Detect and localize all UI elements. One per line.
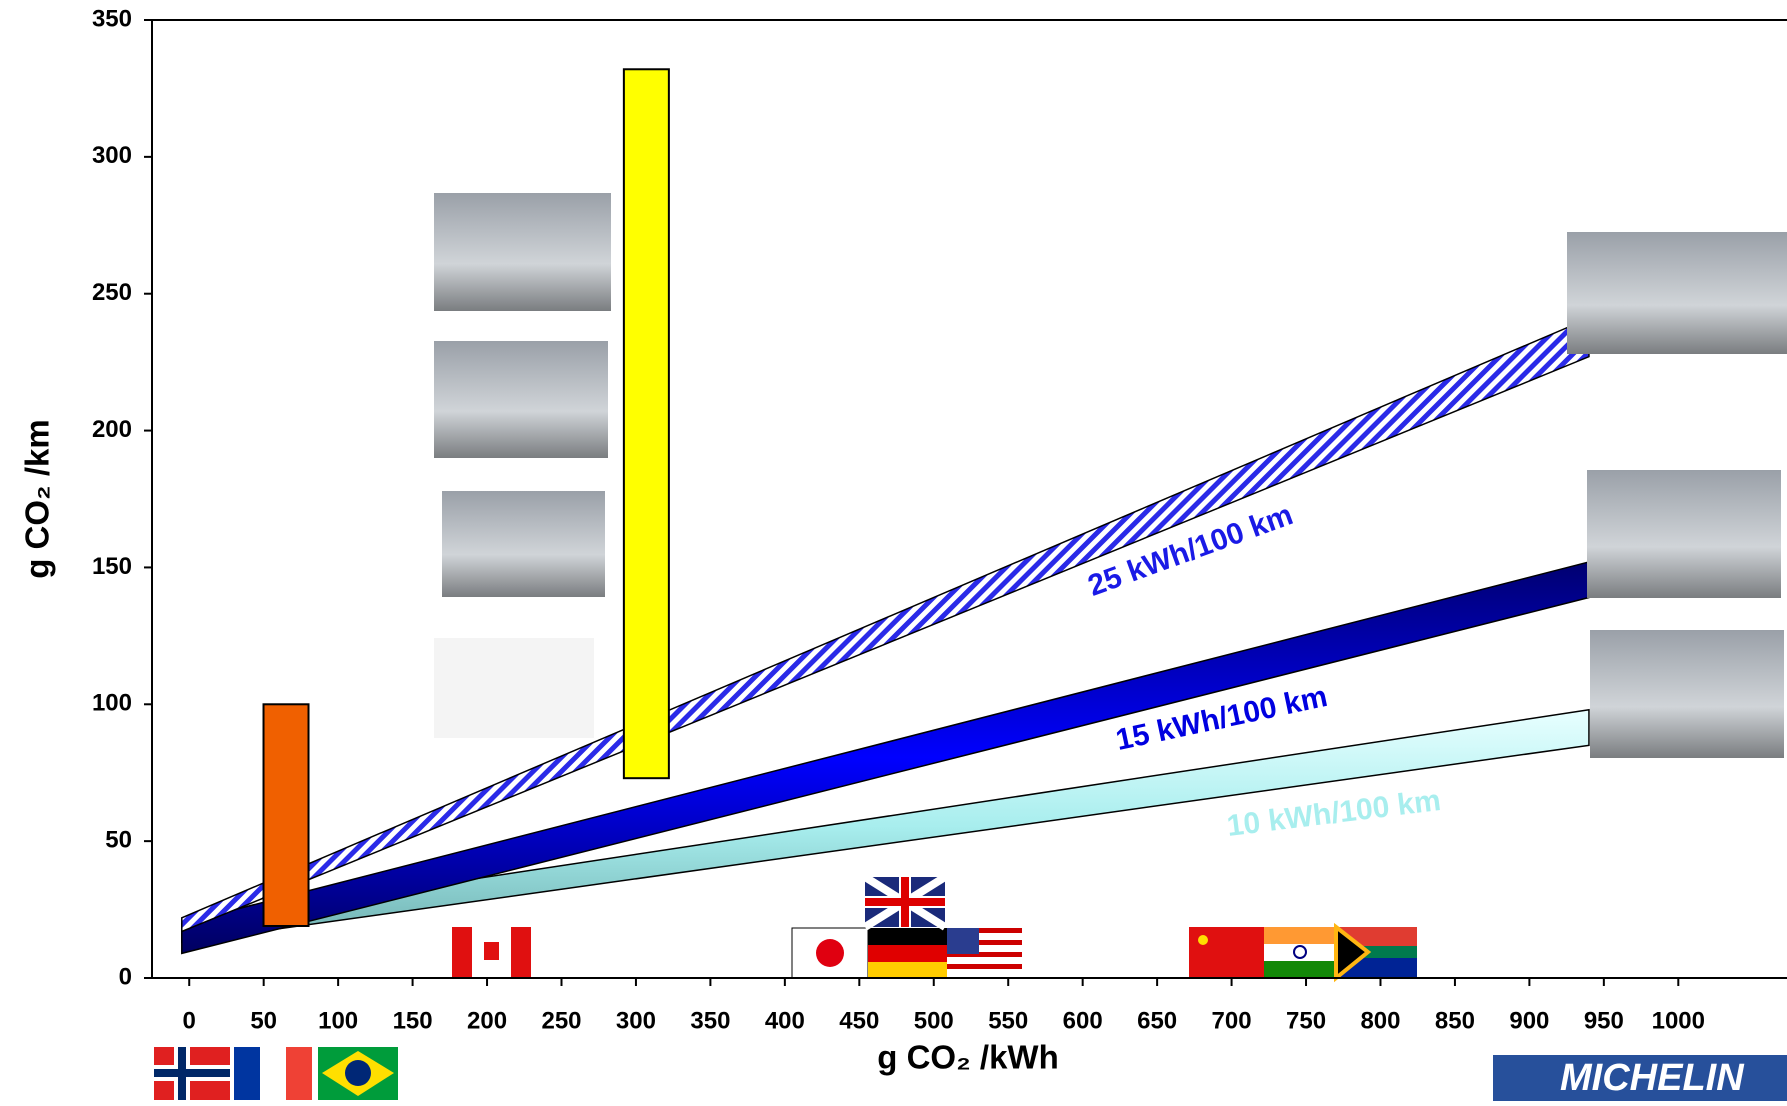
- x-tick-label: 100: [318, 1007, 358, 1034]
- car-photo: [442, 491, 605, 597]
- x-tick-label: 650: [1137, 1007, 1177, 1034]
- x-tick-label: 850: [1435, 1007, 1475, 1034]
- flag-uk: [862, 873, 948, 931]
- x-tick-label: 800: [1360, 1007, 1400, 1034]
- flag-canada: [452, 927, 531, 978]
- range-bar: [262, 703, 310, 927]
- x-tick-label: 300: [616, 1007, 656, 1034]
- car-photo: [434, 193, 611, 311]
- x-tick-label: 600: [1063, 1007, 1103, 1034]
- y-tick-label: 150: [92, 553, 132, 580]
- y-tick-label: 200: [92, 416, 132, 443]
- y-tick-label: 300: [92, 142, 132, 169]
- logo: MICHELIN: [1493, 1055, 1787, 1101]
- car-photo: [1590, 630, 1784, 758]
- x-tick-label: 0: [183, 1007, 196, 1034]
- y-tick-label: 50: [105, 826, 132, 853]
- car-photos: [1567, 232, 1787, 758]
- y-tick-label: 350: [92, 5, 132, 32]
- band: [181, 317, 1590, 933]
- car-photo: [1587, 470, 1781, 598]
- x-tick-label: 450: [839, 1007, 879, 1034]
- x-tick-label: 700: [1212, 1007, 1252, 1034]
- y-tick-label: 0: [119, 963, 132, 990]
- x-tick-label: 1000: [1652, 1007, 1705, 1034]
- flag-china: [1189, 927, 1264, 978]
- range-bar: [622, 68, 670, 780]
- band-label: 10 kWh/100 km: [1225, 784, 1443, 843]
- logo-text: MICHELIN: [1560, 1057, 1745, 1099]
- y-tick-label: 250: [92, 279, 132, 306]
- x-tick-label: 500: [914, 1007, 954, 1034]
- flag-germany: [868, 928, 947, 978]
- x-tick-label: 350: [690, 1007, 730, 1034]
- x-tick-label: 750: [1286, 1007, 1326, 1034]
- flag-france: [234, 1047, 312, 1100]
- x-tick-label: 400: [765, 1007, 805, 1034]
- x-tick-label: 900: [1509, 1007, 1549, 1034]
- flag-south-africa: [1334, 922, 1417, 983]
- flag-india: [1264, 927, 1336, 978]
- car-photo: [1567, 232, 1787, 354]
- car-photo: [434, 341, 608, 458]
- flag-japan: [791, 927, 869, 979]
- car-photo: [434, 638, 594, 738]
- x-tick-label: 200: [467, 1007, 507, 1034]
- x-tick-label: 150: [393, 1007, 433, 1034]
- x-tick-label: 50: [250, 1007, 277, 1034]
- flag-norway: [154, 1047, 230, 1100]
- flags: [154, 873, 1417, 1100]
- car-photos: [434, 193, 611, 738]
- logo-box: [1493, 1055, 1787, 1101]
- x-tick-label: 550: [988, 1007, 1028, 1034]
- flag-usa: [947, 928, 1022, 978]
- flag-brazil: [318, 1047, 398, 1100]
- y-tick-label: 100: [92, 690, 132, 717]
- x-tick-label: 250: [541, 1007, 581, 1034]
- x-tick-label: 950: [1584, 1007, 1624, 1034]
- y-axis-title: g CO₂ /km: [19, 419, 56, 579]
- x-axis-title: g CO₂ /kWh: [877, 1039, 1058, 1076]
